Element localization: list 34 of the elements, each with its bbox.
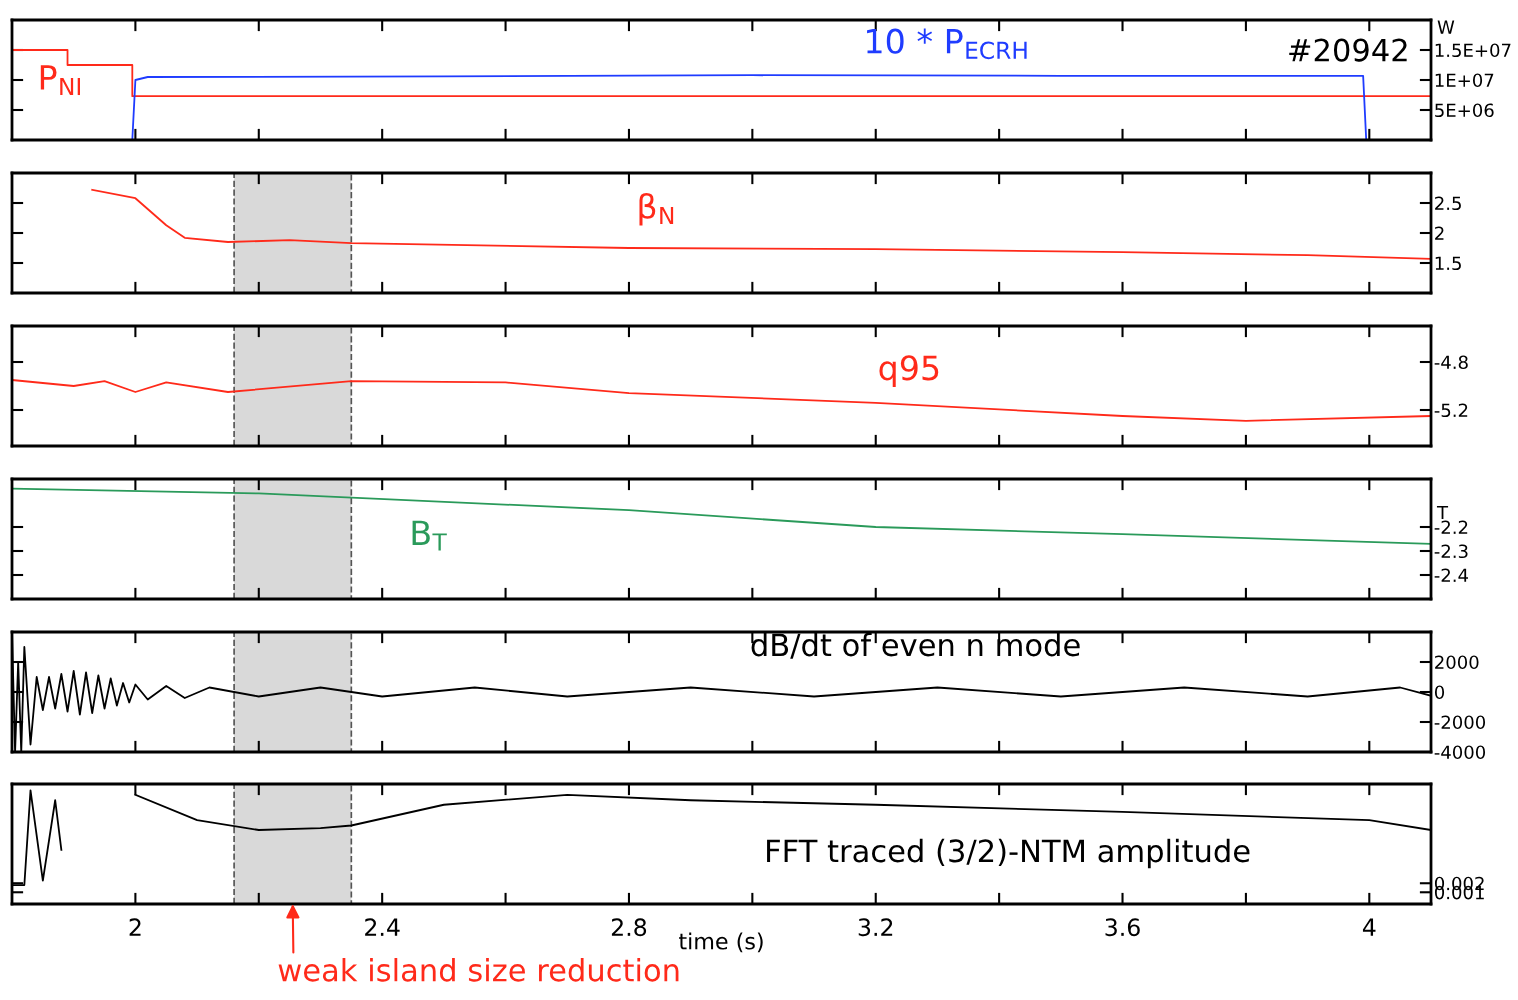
- series-label: 10 * P$_{ECRH}$: [867, 28, 1027, 60]
- series-label: FFT traced (3/2)-NTM amplitude: [767, 838, 1250, 869]
- x-tick-label: 2.8: [611, 918, 647, 937]
- series-label: P$_{NI}$: [40, 65, 81, 96]
- x-tick-label: 2.4: [365, 918, 400, 936]
- x-tick-label: 4: [1362, 918, 1376, 936]
- y-tick-label: 1.5: [1435, 256, 1461, 271]
- x-axis-title: time (s): [679, 932, 763, 953]
- x-tick-label: 3.6: [1105, 918, 1140, 937]
- y-tick-label: 5E+06: [1435, 103, 1494, 118]
- y-tick-label: 1.5E+07: [1435, 43, 1511, 58]
- y-tick-label: -2000: [1434, 715, 1486, 730]
- x-tick-label: 3.2: [858, 918, 893, 937]
- x-tick-label: 2: [129, 918, 141, 936]
- line-series: [91, 188, 1431, 260]
- series-label: B$_{T}$: [412, 520, 447, 551]
- y-tick-label: -2.4: [1434, 568, 1468, 582]
- y-tick-label: -5.2: [1434, 403, 1468, 418]
- y-tick-label: 0: [1434, 685, 1445, 700]
- y-tick-label: 2: [1435, 226, 1444, 240]
- y-tick-label: 1E+07: [1435, 73, 1494, 88]
- y-tick-label: -4000: [1434, 745, 1486, 760]
- y-tick-label: 2.5: [1435, 196, 1461, 211]
- series-label: q95: [879, 355, 939, 387]
- y-tick-label: -2.2: [1434, 520, 1468, 534]
- legend-label: dB/dt of even n mode: [751, 632, 1080, 659]
- band-label: weak island size reduction: [278, 958, 679, 982]
- y-axis-title: T: [1436, 505, 1449, 520]
- series-label: β$_{N}$: [639, 192, 674, 226]
- y-tick-label: -2.3: [1434, 544, 1468, 559]
- y-tick-label: 2000: [1435, 655, 1479, 670]
- y-axis-title: W: [1437, 20, 1455, 34]
- annotation: #20942: [1289, 38, 1407, 62]
- y-tick-label: -4.8: [1434, 355, 1468, 370]
